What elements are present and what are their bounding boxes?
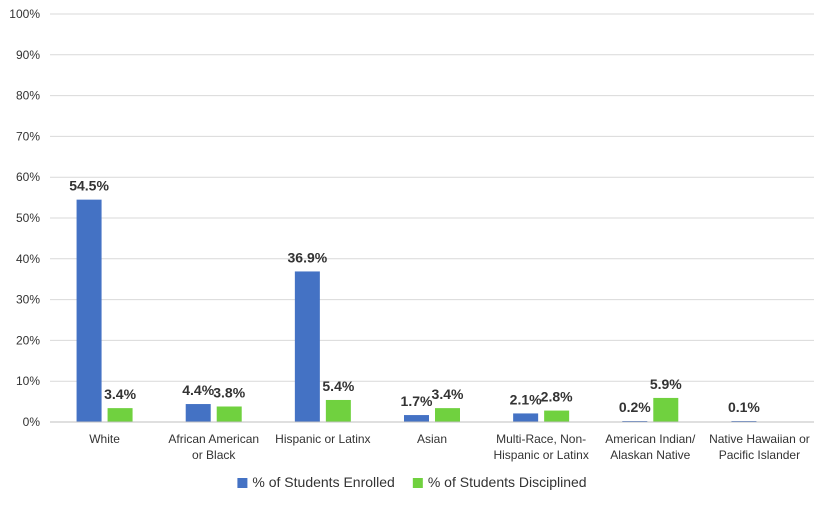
- y-tick-label: 60%: [16, 170, 40, 184]
- bar-disciplined: [544, 410, 570, 422]
- legend-label: % of Students Enrolled: [252, 474, 394, 490]
- category-label: or Black: [192, 448, 236, 462]
- bar-enrolled: [513, 413, 539, 422]
- data-label: 5.4%: [322, 378, 354, 394]
- bar-enrolled: [76, 199, 102, 422]
- gridlines: [50, 13, 814, 382]
- bar-enrolled: [404, 415, 429, 422]
- data-label: 0.2%: [619, 399, 651, 415]
- data-labels: 54.5%3.4% 4.4% 3.8%36.9%5.4%1.7% 3.4% 2.1% 2.…: [69, 178, 760, 415]
- y-tick-label: 0%: [23, 415, 41, 429]
- data-label: 54.5%: [69, 178, 109, 194]
- bars: [76, 199, 757, 422]
- legend-swatch: [412, 478, 423, 488]
- category-label: American Indian/: [605, 432, 696, 446]
- y-tick-label: 70%: [16, 129, 40, 143]
- data-label: 5.9%: [650, 376, 682, 392]
- y-tick-label: 80%: [16, 89, 40, 103]
- category-label: Native Hawaiian or: [709, 432, 810, 446]
- data-label: 2.8%: [541, 389, 573, 405]
- bar-enrolled: [185, 404, 211, 422]
- data-label: 3.4%: [432, 386, 464, 402]
- legend: % of Students Enrolled % of Students Disc…: [237, 474, 587, 490]
- y-tick-label: 10%: [16, 374, 40, 388]
- y-tick-label: 100%: [9, 7, 40, 21]
- bar-disciplined: [107, 408, 133, 422]
- bar-enrolled: [294, 271, 320, 422]
- y-axis: 0% 10% 20% 30% 40% 50% 60% 70% 80% 90% 100%: [9, 7, 40, 429]
- category-label: Alaskan Native: [610, 448, 690, 462]
- legend-label: % of Students Disciplined: [428, 474, 587, 490]
- category-label: Asian: [417, 432, 447, 446]
- data-label: 4.4%: [182, 382, 214, 398]
- category-label: Hispanic or Latinx: [275, 432, 370, 446]
- y-tick-label: 90%: [16, 48, 40, 62]
- category-label: Multi-Race, Non-: [496, 432, 586, 446]
- data-label: 36.9%: [288, 249, 328, 265]
- bar-disciplined: [435, 408, 460, 422]
- category-label: Hispanic or Latinx: [493, 448, 588, 462]
- x-axis: White African American or Black Hispanic or…: [50, 421, 814, 462]
- bar-disciplined: [325, 399, 351, 422]
- y-tick-label: 30%: [16, 293, 40, 307]
- category-label: White: [89, 432, 120, 446]
- bar-disciplined: [216, 406, 242, 422]
- y-tick-label: 40%: [16, 252, 40, 266]
- data-label: 2.1%: [510, 391, 542, 407]
- y-tick-label: 50%: [16, 211, 40, 225]
- data-label: 0.1%: [728, 399, 760, 415]
- legend-swatch: [237, 478, 248, 488]
- data-label: 1.7%: [401, 393, 433, 409]
- y-tick-label: 20%: [16, 333, 40, 347]
- data-label: 3.8%: [213, 384, 245, 400]
- category-label: Pacific Islander: [719, 448, 800, 462]
- bar-disciplined: [653, 397, 679, 422]
- category-label: African American: [168, 432, 259, 446]
- data-label: 3.4%: [104, 386, 136, 402]
